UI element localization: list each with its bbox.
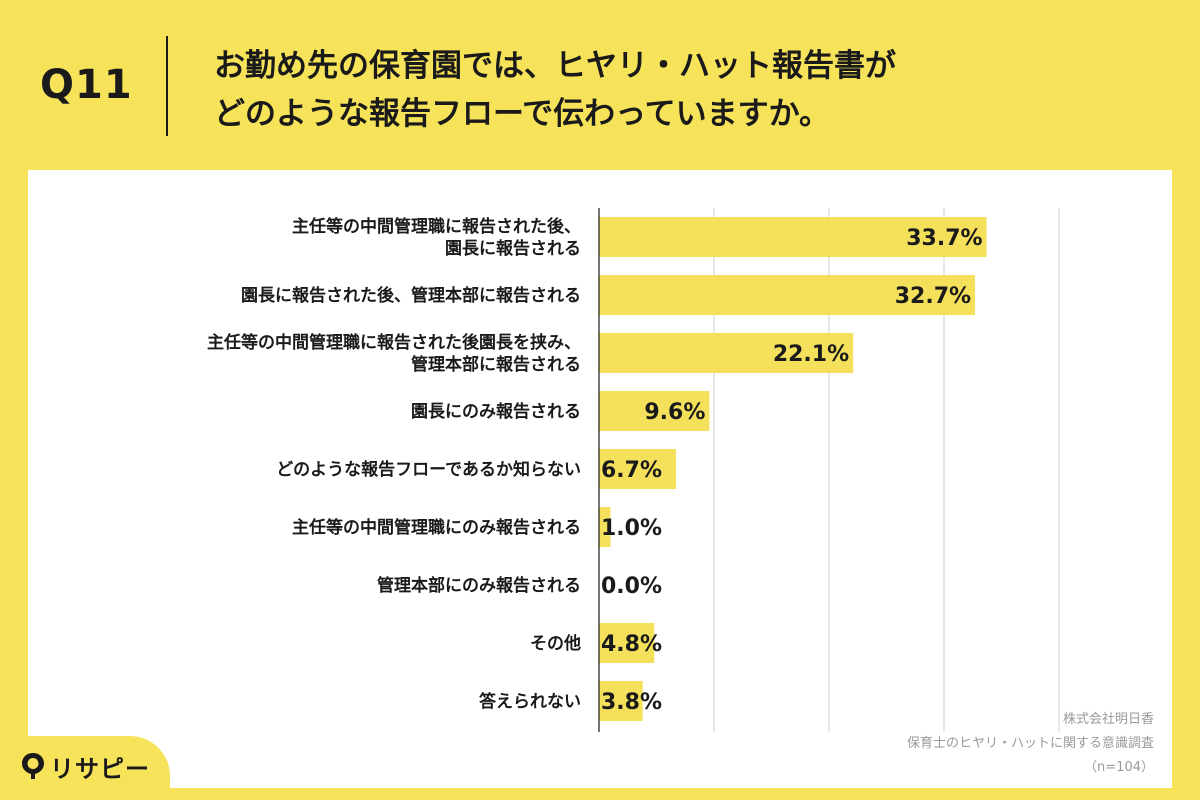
category-label: 園長に報告された後、管理本部に報告される <box>241 285 581 306</box>
category-label: 答えられない <box>479 691 581 712</box>
category-label: どのような報告フローであるか知らない <box>276 459 581 480</box>
map-pin-icon <box>22 753 44 779</box>
question-number: Q11 <box>40 62 133 108</box>
category-label: 主任等の中間管理職に報告された後園長を挟み、管理本部に報告される <box>207 332 581 375</box>
category-label: 管理本部にのみ報告される <box>377 575 581 596</box>
question-title: お勤め先の保育園では、ヒヤリ・ハット報告書が どのような報告フローで伝わっていま… <box>214 48 896 132</box>
bar-value-label: 4.8% <box>601 632 662 657</box>
category-label: 園長にのみ報告される <box>411 401 581 422</box>
bar-value-label: 0.0% <box>601 574 662 599</box>
chart-panel: 33.7% 主任等の中間管理職に報告された後、園長に報告される 32.7% 園長に報告… <box>28 170 1172 788</box>
bar-value-label: 1.0% <box>601 516 662 541</box>
credit-company: 株式会社明日香 <box>1062 712 1154 727</box>
bar-value-label: 3.8% <box>601 690 662 715</box>
bar <box>599 391 710 431</box>
category-label: 主任等の中間管理職にのみ報告される <box>292 517 581 538</box>
bar-value-label: 32.7% <box>895 284 971 309</box>
bar <box>599 681 643 721</box>
credit-sample-size: （n=104） <box>1084 760 1154 775</box>
category-label: その他 <box>530 633 581 654</box>
bar-value-label: 33.7% <box>906 226 982 251</box>
logo-text: リサピー <box>50 754 150 783</box>
credit-survey: 保育士のヒヤリ・ハットに関する意識調査 <box>906 736 1154 751</box>
bar-value-label: 22.1% <box>773 342 849 367</box>
bar-chart: 33.7% 主任等の中間管理職に報告された後、園長に報告される 32.7% 園長に報告… <box>207 208 1060 732</box>
bar <box>599 275 976 315</box>
bar <box>599 623 655 663</box>
bar <box>599 449 677 489</box>
brand-logo: リサピー <box>20 748 150 784</box>
bar <box>599 333 854 373</box>
bar <box>599 217 987 257</box>
header-divider <box>166 36 168 136</box>
bar <box>599 507 611 547</box>
bar-value-label: 9.6% <box>644 400 705 425</box>
category-label: 主任等の中間管理職に報告された後、園長に報告される <box>292 216 581 259</box>
bar-value-label: 6.7% <box>601 458 662 483</box>
